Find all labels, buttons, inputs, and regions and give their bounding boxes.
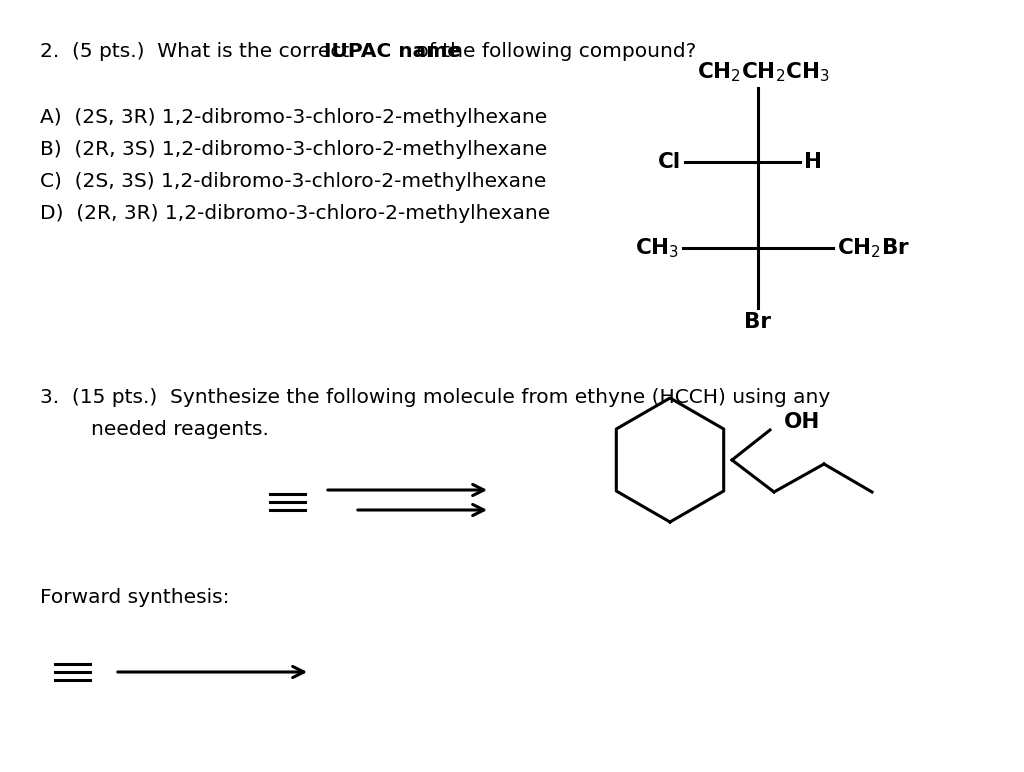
Text: CH$_2$Br: CH$_2$Br — [837, 236, 910, 260]
Text: H: H — [804, 152, 822, 172]
Text: A)  (2S, 3R) 1,2-dibromo-3-chloro-2-methylhexane: A) (2S, 3R) 1,2-dibromo-3-chloro-2-methy… — [40, 108, 547, 127]
Text: Forward synthesis:: Forward synthesis: — [40, 588, 229, 607]
Text: D)  (2R, 3R) 1,2-dibromo-3-chloro-2-methylhexane: D) (2R, 3R) 1,2-dibromo-3-chloro-2-methy… — [40, 204, 550, 223]
Text: Cl: Cl — [657, 152, 681, 172]
Text: OH: OH — [784, 412, 820, 432]
Text: CH$_3$: CH$_3$ — [635, 236, 679, 260]
Text: IUPAC name: IUPAC name — [324, 42, 461, 61]
Text: Br: Br — [744, 312, 771, 332]
Text: 2.  (5 pts.)  What is the correct: 2. (5 pts.) What is the correct — [40, 42, 355, 61]
Text: CH$_2$CH$_2$CH$_3$: CH$_2$CH$_2$CH$_3$ — [696, 60, 829, 84]
Text: needed reagents.: needed reagents. — [40, 420, 269, 439]
Text: B)  (2R, 3S) 1,2-dibromo-3-chloro-2-methylhexane: B) (2R, 3S) 1,2-dibromo-3-chloro-2-methy… — [40, 140, 547, 159]
Text: 3.  (15 pts.)  Synthesize the following molecule from ethyne (HCCH) using any: 3. (15 pts.) Synthesize the following mo… — [40, 388, 830, 407]
Text: C)  (2S, 3S) 1,2-dibromo-3-chloro-2-methylhexane: C) (2S, 3S) 1,2-dibromo-3-chloro-2-methy… — [40, 172, 547, 191]
Text: of the following compound?: of the following compound? — [410, 42, 696, 61]
